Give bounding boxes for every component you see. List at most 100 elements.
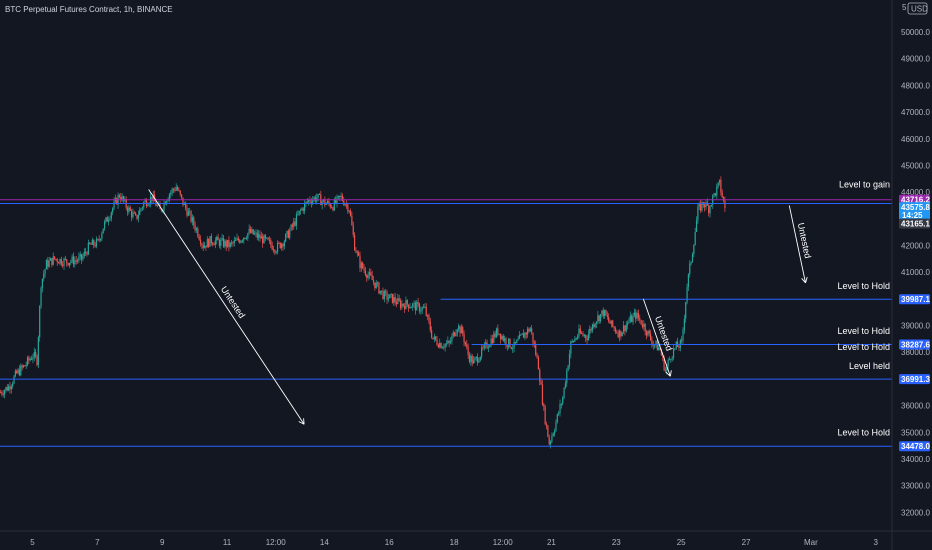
x-tick-label: 7 xyxy=(95,538,100,547)
candle-body xyxy=(47,260,49,267)
candle-body xyxy=(148,203,150,206)
candle-body xyxy=(543,404,545,407)
candle-body xyxy=(49,258,52,261)
candle-body xyxy=(109,218,111,220)
candle-body xyxy=(170,192,172,195)
candle-body xyxy=(385,291,387,293)
arrow-line[interactable] xyxy=(788,205,806,283)
candle-body xyxy=(483,344,485,348)
candle-body xyxy=(544,406,546,424)
candle-body xyxy=(394,297,396,303)
candle-body xyxy=(479,356,481,361)
candle-body xyxy=(247,233,249,239)
y-tick-label: 44000.0 xyxy=(901,188,930,197)
candle-body xyxy=(524,332,526,338)
candle-body xyxy=(525,332,527,335)
candle-body xyxy=(455,333,457,337)
candle-body xyxy=(101,233,103,240)
candle-body xyxy=(604,310,606,317)
candle-body xyxy=(113,201,115,209)
candle-body xyxy=(601,310,603,314)
candle-body xyxy=(163,202,165,210)
candle-body xyxy=(267,237,269,240)
candle-body xyxy=(602,310,604,317)
level-annotation: Level to Hold xyxy=(837,281,890,291)
candle-body xyxy=(498,333,500,335)
candle-body xyxy=(582,333,584,336)
candle-body xyxy=(129,207,131,211)
candle-body xyxy=(441,347,444,349)
candle-body xyxy=(587,334,590,341)
candle-body xyxy=(253,233,256,235)
candle-body xyxy=(514,341,517,344)
candle-body xyxy=(144,200,146,203)
candle-body xyxy=(151,196,153,201)
candle-body xyxy=(682,329,684,341)
currency-label[interactable]: USD xyxy=(911,5,928,14)
candle-body xyxy=(708,205,710,214)
price-badge[interactable] xyxy=(899,339,930,350)
candle-body xyxy=(659,347,661,350)
candle-body xyxy=(616,331,618,333)
candle-body xyxy=(547,425,549,437)
candle-body xyxy=(639,318,641,320)
candle-body xyxy=(579,328,581,334)
candle-body xyxy=(699,203,702,211)
candle-body xyxy=(593,324,595,328)
candle-body xyxy=(291,224,294,227)
candle-body xyxy=(359,255,361,269)
candle-body xyxy=(402,303,404,306)
candle-body xyxy=(666,365,668,372)
candle-body xyxy=(378,282,380,294)
candle-body xyxy=(539,369,541,382)
candle-body xyxy=(74,260,76,265)
candle-body xyxy=(28,357,30,361)
y-tick-label: 41000.0 xyxy=(901,268,930,277)
price-badge[interactable] xyxy=(899,218,930,229)
candle-body xyxy=(79,254,81,257)
candle-body xyxy=(94,245,96,247)
candle-body xyxy=(693,245,695,255)
arrow-line[interactable] xyxy=(148,189,305,425)
arrow-head xyxy=(805,276,808,283)
candle-body xyxy=(618,330,621,338)
x-tick-label: 12:00 xyxy=(493,538,514,547)
candle-body xyxy=(70,261,72,263)
candle-body xyxy=(262,236,264,244)
price-badge[interactable] xyxy=(899,441,930,452)
candle-body xyxy=(35,351,37,356)
price-badge[interactable] xyxy=(899,202,930,221)
price-badge[interactable] xyxy=(899,294,930,305)
candle-body xyxy=(464,342,467,345)
candle-body xyxy=(24,365,26,367)
candle-body xyxy=(345,204,348,206)
currency-label-box[interactable] xyxy=(907,2,928,15)
candle-body xyxy=(59,258,61,264)
candle-body xyxy=(533,343,535,345)
candle-body xyxy=(12,383,14,387)
candle-body xyxy=(237,238,239,241)
candle-body xyxy=(306,201,308,203)
candle-body xyxy=(621,332,623,337)
candle-body xyxy=(51,258,53,265)
y-tick-label: 42000.0 xyxy=(901,241,930,250)
price-badge-countdown: 14:25 xyxy=(902,211,923,220)
candle-body xyxy=(226,240,229,247)
candle-body xyxy=(220,239,222,246)
arrow-line[interactable] xyxy=(642,298,671,377)
candle-body xyxy=(140,208,142,210)
x-tick-label: 23 xyxy=(612,538,621,547)
candle-body xyxy=(176,187,179,191)
candle-body xyxy=(717,182,719,187)
candle-body xyxy=(395,302,398,304)
candle-body xyxy=(143,202,145,208)
candle-body xyxy=(599,313,602,322)
candle-body xyxy=(312,199,314,204)
candle-body xyxy=(513,341,515,349)
price-badge[interactable] xyxy=(899,374,930,385)
x-tick-label: 21 xyxy=(547,538,556,547)
candle-body xyxy=(36,355,38,366)
time-axis[interactable]: 5 7 9 11 12:00 14 16 18 12:00 21 23 25 27 Mar 3 xyxy=(30,538,878,547)
candle-body xyxy=(694,231,696,246)
